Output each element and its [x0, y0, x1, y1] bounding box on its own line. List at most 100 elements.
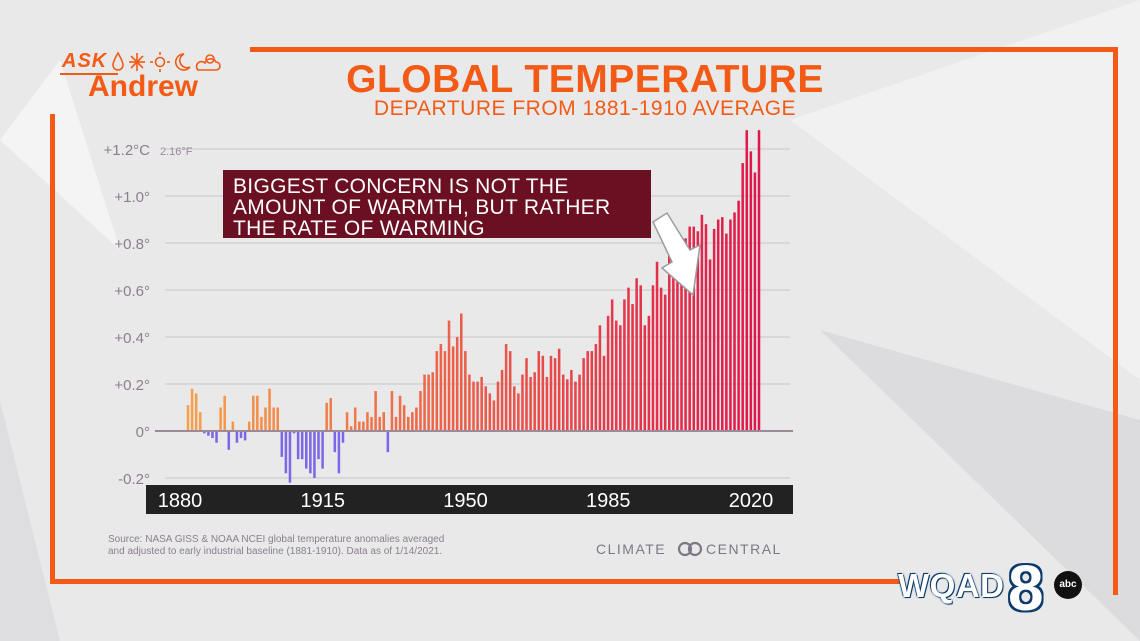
- bar: [431, 372, 434, 431]
- bar: [635, 278, 638, 431]
- bar: [639, 285, 642, 431]
- bar: [517, 393, 520, 431]
- y-tick-label: +1.0°: [114, 189, 150, 206]
- bar: [741, 163, 744, 431]
- infinity-icon: [677, 541, 703, 557]
- y-tick-label: +0.2°: [114, 377, 150, 394]
- bar: [668, 238, 671, 431]
- bar: [353, 407, 357, 431]
- bar: [341, 431, 345, 443]
- bar: [729, 219, 732, 431]
- station-number: 8: [1008, 552, 1044, 624]
- bar: [402, 405, 406, 431]
- bar: [472, 381, 475, 431]
- sun-icon: [150, 52, 170, 72]
- bar: [223, 395, 226, 431]
- bar: [374, 391, 377, 431]
- bar: [676, 278, 679, 431]
- x-tick-labels: 1880 1915 1950 1985 2020: [158, 490, 774, 512]
- partly-cloudy-icon: [195, 54, 221, 71]
- bar: [529, 376, 532, 431]
- bar: [423, 374, 426, 431]
- bar: [443, 351, 447, 431]
- chart-subtitle: DEPARTURE FROM 1881-1910 AVERAGE: [373, 97, 797, 120]
- bar: [549, 355, 553, 431]
- callout-arrow: [652, 211, 701, 297]
- bar: [227, 431, 231, 450]
- bar: [394, 416, 398, 431]
- bar: [537, 351, 541, 431]
- raindrop-icon: [112, 51, 124, 71]
- bar: [525, 358, 528, 431]
- bar: [276, 407, 279, 431]
- bar: [745, 130, 749, 431]
- y-tick-label: -0.2°: [118, 471, 150, 488]
- bar: [476, 381, 479, 431]
- bar: [643, 325, 647, 431]
- bar: [219, 407, 222, 431]
- bar: [737, 200, 740, 431]
- bar: [521, 374, 524, 431]
- bar: [647, 315, 651, 431]
- source-line-2: and adjusted to early industrial baselin…: [108, 546, 443, 557]
- bar: [186, 405, 190, 431]
- bar: [672, 261, 675, 431]
- bar: [566, 379, 569, 431]
- callout-line-1: BIGGEST CONCERN IS NOT THE: [233, 175, 569, 198]
- callout-box: BIGGEST CONCERN IS NOT THE AMOUNT OF WAR…: [223, 170, 651, 239]
- weather-icons: [112, 51, 221, 72]
- frame-top: [250, 47, 1118, 52]
- bar: [578, 374, 581, 431]
- bar: [574, 381, 577, 431]
- bar: [464, 351, 467, 431]
- bar: [651, 285, 655, 431]
- x-tick-label: 1880: [158, 490, 203, 512]
- bar: [194, 393, 198, 431]
- bar: [215, 431, 218, 443]
- bar: [370, 416, 373, 431]
- bar: [561, 374, 565, 431]
- bar: [243, 431, 247, 441]
- bar: [447, 320, 451, 431]
- bar: [614, 320, 618, 431]
- bar: [292, 431, 296, 434]
- x-tick-label: 1985: [586, 490, 631, 512]
- x-tick-label: 1915: [301, 490, 346, 512]
- bar: [207, 431, 210, 436]
- bar: [313, 431, 316, 478]
- bar: [398, 395, 402, 431]
- bar: [411, 412, 414, 431]
- bar: [455, 337, 459, 431]
- bar: [256, 395, 259, 431]
- x-tick-label: 1950: [443, 490, 488, 512]
- bar: [390, 391, 394, 431]
- station-name: WQAD: [898, 567, 1005, 604]
- x-axis-band: [146, 485, 793, 514]
- bar: [329, 398, 333, 431]
- bar: [309, 431, 312, 474]
- y-secondary-label: 2.16°F: [160, 146, 193, 158]
- bar: [325, 402, 328, 431]
- bar: [492, 400, 496, 431]
- bar: [272, 407, 275, 431]
- y-tick-label: +0.4°: [114, 330, 150, 347]
- bar: [610, 299, 614, 431]
- bar: [317, 431, 320, 460]
- bar: [231, 421, 235, 431]
- bar: [655, 261, 659, 431]
- bar: [337, 431, 341, 474]
- bar: [541, 355, 545, 431]
- bar: [712, 228, 716, 431]
- bar: [439, 344, 443, 431]
- y-tick-label: 0°: [136, 424, 150, 441]
- bar: [753, 172, 757, 431]
- bar: [688, 226, 691, 431]
- bar: [757, 130, 761, 431]
- bar: [582, 358, 585, 431]
- bar: [284, 431, 288, 474]
- station-logo: WQAD 8 abc: [898, 552, 1098, 624]
- bar: [513, 386, 516, 431]
- bar: [406, 416, 410, 431]
- bar: [480, 376, 483, 431]
